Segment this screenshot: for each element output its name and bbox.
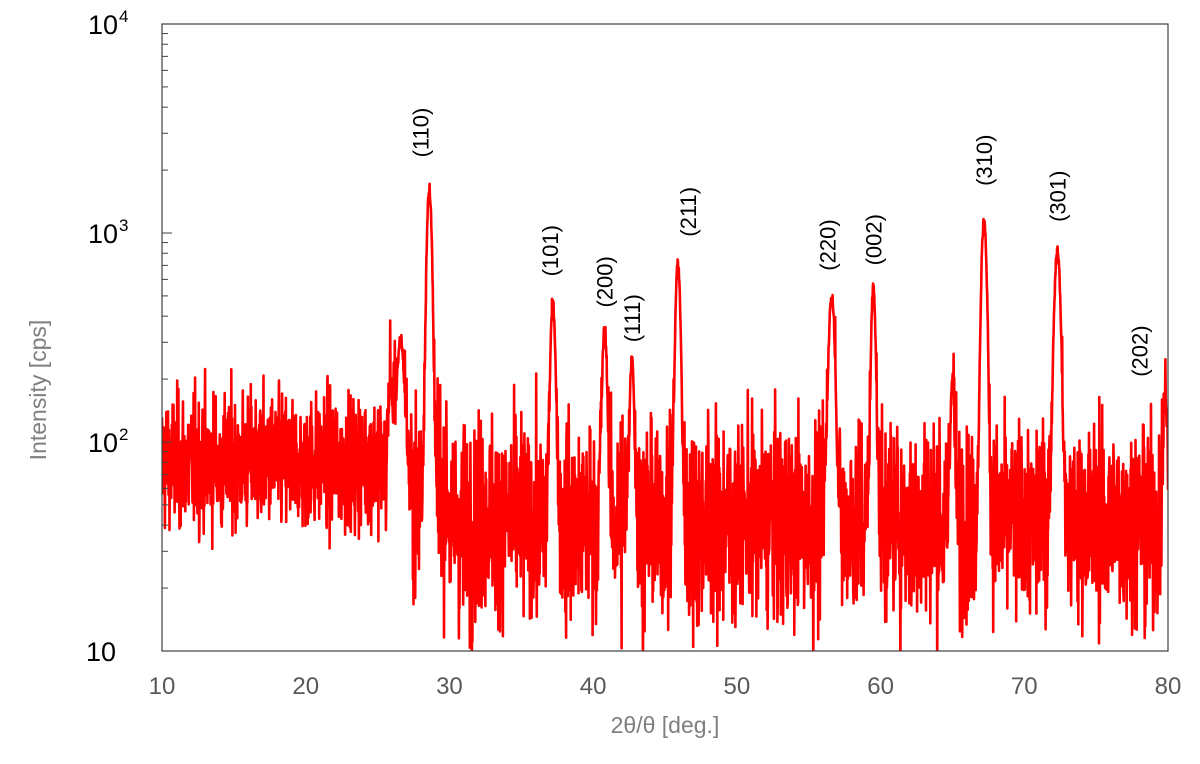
y-tick-exponent: 3: [119, 216, 128, 235]
peak-label: (101): [538, 225, 563, 276]
x-tick-label: 60: [867, 673, 894, 700]
peak-label: (111): [620, 294, 645, 342]
x-tick-label: 70: [1011, 673, 1038, 700]
intensity-series-line: [162, 182, 1168, 651]
peak-label: (310): [972, 135, 997, 186]
x-tick-label: 80: [1155, 673, 1182, 700]
y-tick-label: 10: [88, 219, 118, 249]
y-axis-label: Intensity [cps]: [25, 320, 51, 461]
x-tick-labels: 10 20 30 40 50 60 70 80: [149, 673, 1182, 700]
y-tick-label: 10: [88, 10, 118, 40]
y-tick-label: 10: [86, 637, 116, 667]
peak-label: (211): [676, 187, 701, 237]
peak-label: (202): [1127, 325, 1152, 376]
peak-label: (110): [409, 108, 434, 158]
x-tick-label: 20: [292, 673, 319, 700]
y-tick-exponent: 2: [119, 425, 128, 444]
peak-label: (002): [861, 214, 886, 265]
peak-labels: (110) (101) (200)(111) (211) (220) (002) (310)…: [409, 108, 1153, 377]
peak-label: (200): [593, 256, 618, 307]
y-tick-exponent: 4: [119, 7, 128, 26]
x-tick-label: 10: [149, 673, 176, 700]
y-tick-label: 10: [88, 428, 118, 458]
y-minor-ticks: [162, 23, 172, 652]
x-axis-label: 2θ/θ [deg.]: [611, 712, 720, 738]
peak-label: (220): [815, 219, 840, 270]
x-tick-label: 40: [580, 673, 607, 700]
x-tick-label: 30: [436, 673, 463, 700]
plot-frame: [161, 23, 1169, 652]
x-tick-label: 50: [724, 673, 751, 700]
peak-label: (301): [1045, 171, 1070, 222]
